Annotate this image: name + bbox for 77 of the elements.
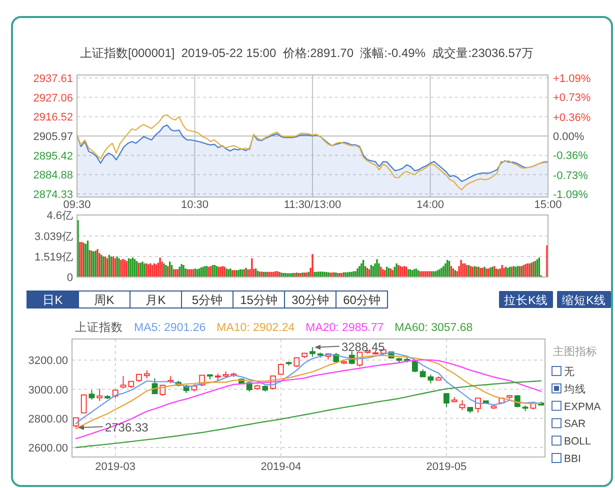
category-label: BBI: [564, 453, 581, 465]
y2-tick-label: 0.00%: [553, 130, 584, 143]
category-label: 5分钟: [192, 293, 223, 307]
annotation: 3288.45: [341, 340, 386, 354]
y-tick-label: 2916.52: [33, 112, 73, 124]
candlestick: [310, 346, 316, 358]
x-tick-label: 2019-05: [426, 461, 467, 473]
line-series: [76, 114, 549, 190]
category-label: EXPMA: [564, 400, 601, 413]
x-tick-label: 14:00: [416, 199, 444, 211]
button: 拉长K线: [499, 291, 553, 308]
candlestick: [475, 398, 481, 414]
checkbox: 无: [552, 366, 575, 378]
category-label: 月K: [146, 293, 166, 307]
y-tick-label: 2905.97: [33, 130, 73, 143]
y-tick-label: 2937.61: [33, 72, 73, 85]
y-tick-label: 4.6亿: [46, 210, 73, 222]
x-tick-label: 2019-03: [95, 461, 136, 473]
checkbox: 均线: [552, 383, 586, 396]
x-tick-label: 2019-04: [260, 461, 302, 473]
candlestick: [120, 376, 126, 389]
annotation: 2736.33: [104, 420, 149, 435]
legend: 上证指数 MA5: 2901.26 MA10: 2902.24 MA20: 2985.77 MA60: 3057.68: [75, 322, 473, 334]
y-tick-label: 3.039亿: [34, 231, 73, 244]
y2-tick-label: -1.09%: [553, 189, 588, 202]
y-tick-label: 2895.42: [33, 150, 73, 162]
category-label: BOLL: [564, 436, 592, 448]
button: 缩短K线: [557, 291, 611, 308]
candlestick: [96, 388, 103, 402]
x-tick-label: 11:30/13:00: [284, 199, 342, 211]
y2-tick-label: +0.73%: [553, 92, 591, 104]
tab: 月K: [130, 290, 182, 308]
category-label: 无: [564, 366, 575, 378]
line-series: [75, 380, 542, 448]
checkbox: SAR: [552, 418, 586, 430]
candlestick: [88, 390, 95, 400]
y2-tick-label: -0.36%: [553, 150, 588, 162]
y-tick-label: 2874.33: [33, 189, 73, 202]
x-tick-label: 09:30: [63, 199, 91, 211]
category-label: 均线: [563, 382, 586, 396]
candlestick: [444, 393, 450, 408]
text: 主图指标: [553, 345, 597, 358]
x-tick-label: 10:30: [180, 199, 209, 211]
candlestick: [80, 394, 87, 414]
y2-tick-label: +0.36%: [553, 112, 591, 124]
chart-title: 上证指数[000001] 2019-05-22 15:00 价格:2891.70 涨幅:-0.49% 成交量:23036.57万: [80, 46, 534, 60]
candlestick: [278, 363, 284, 375]
tab: 15分钟: [232, 290, 285, 308]
tab: 30分钟: [284, 290, 336, 308]
category-label: 15分钟: [240, 293, 278, 307]
y-tick-label: 2600.00: [28, 442, 68, 455]
y-tick-label: 2884.88: [33, 170, 73, 182]
y-tick-label: 0: [66, 272, 73, 284]
checkbox: BBI: [552, 453, 581, 465]
category-label: 60分钟: [343, 293, 380, 307]
candlestick: [459, 400, 466, 411]
y2-tick-label: -0.73%: [553, 170, 588, 182]
category-label: 30分钟: [292, 293, 329, 307]
checkbox: BOLL: [552, 436, 591, 448]
y-tick-label: 1.519亿: [34, 252, 73, 264]
x-tick-label: 15:00: [534, 199, 562, 211]
category-label: 周K: [94, 293, 114, 307]
y-tick-label: 2927.06: [33, 92, 73, 104]
y2-tick-label: +1.09%: [553, 72, 591, 85]
category-label: SAR: [564, 418, 586, 430]
y-tick-label: 3200.00: [28, 355, 68, 368]
checkbox: EXPMA: [552, 400, 601, 413]
candlestick: [294, 357, 300, 368]
line-series: [75, 359, 542, 440]
tab: 周K: [78, 290, 130, 308]
y-tick-label: 2800.00: [28, 413, 68, 426]
tab: 5分钟: [181, 290, 234, 308]
candlestick: [412, 360, 418, 373]
category-label: 日K: [42, 293, 63, 307]
tab: 日K: [26, 290, 79, 308]
tab: 60分钟: [336, 290, 388, 308]
y-tick-label: 3000.00: [28, 384, 68, 396]
